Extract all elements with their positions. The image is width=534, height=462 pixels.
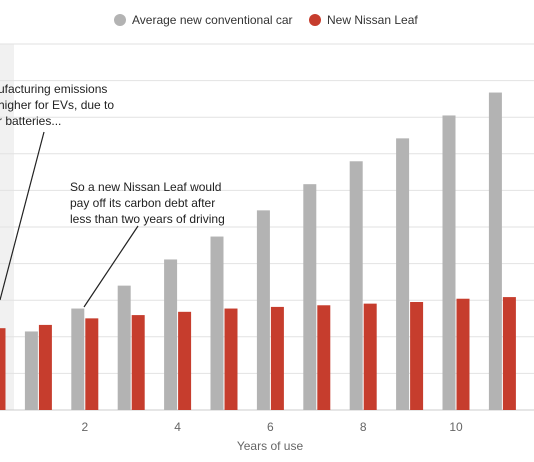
bar-leaf-1 [38, 324, 52, 410]
bar-conventional-7 [303, 184, 317, 410]
bar-conventional-1 [24, 331, 38, 410]
annotation-2-line: So a new Nissan Leaf would [70, 180, 221, 194]
legend-swatch [309, 14, 321, 26]
bar-leaf-11 [502, 297, 516, 410]
bar-conventional-6 [256, 210, 270, 410]
bar-leaf-4 [178, 311, 192, 410]
bar-leaf-2 [85, 318, 99, 410]
x-axis-ticks: 2 4 6 8 10 [81, 420, 463, 434]
bar-leaf-0 [0, 328, 6, 410]
annotation-2-line: pay off its carbon debt after [70, 196, 215, 210]
bar-leaf-6 [270, 306, 284, 410]
bar-conventional-11 [488, 92, 502, 410]
bar-conventional-9 [396, 138, 410, 410]
bars [0, 92, 516, 411]
bar-leaf-5 [224, 308, 238, 410]
annotation-1-line: r batteries... [0, 114, 61, 128]
bar-conventional-3 [117, 285, 131, 410]
annotation-2-line: less than two years of driving [70, 212, 225, 226]
bar-conventional-5 [210, 236, 224, 410]
annotation-1-line: higher for EVs, due to [0, 98, 114, 112]
annotation-1-line: ufacturing emissions [0, 82, 107, 96]
x-tick-label: 8 [360, 420, 367, 434]
bar-leaf-9 [410, 302, 424, 410]
bar-conventional-8 [349, 161, 363, 410]
bar-leaf-8 [363, 303, 377, 410]
x-tick-label: 2 [81, 420, 88, 434]
legend-swatch [114, 14, 126, 26]
x-tick-label: 6 [267, 420, 274, 434]
legend-label: New Nissan Leaf [327, 13, 418, 27]
bar-conventional-10 [442, 115, 456, 411]
bar-leaf-7 [317, 305, 331, 410]
annotation-2-leader [83, 225, 139, 308]
annotation-1-leader [0, 131, 45, 301]
annotations: ufacturing emissions higher for EVs, due … [0, 82, 225, 308]
x-tick-label: 4 [174, 420, 181, 434]
bar-conventional-4 [164, 259, 178, 410]
legend: Average new conventional car New Nissan L… [114, 13, 418, 27]
x-axis-title: Years of use [237, 439, 304, 453]
x-tick-label: 10 [449, 420, 463, 434]
bar-leaf-10 [456, 298, 470, 410]
legend-label: Average new conventional car [132, 13, 293, 27]
bar-conventional-2 [71, 308, 85, 410]
bar-leaf-3 [131, 315, 145, 410]
